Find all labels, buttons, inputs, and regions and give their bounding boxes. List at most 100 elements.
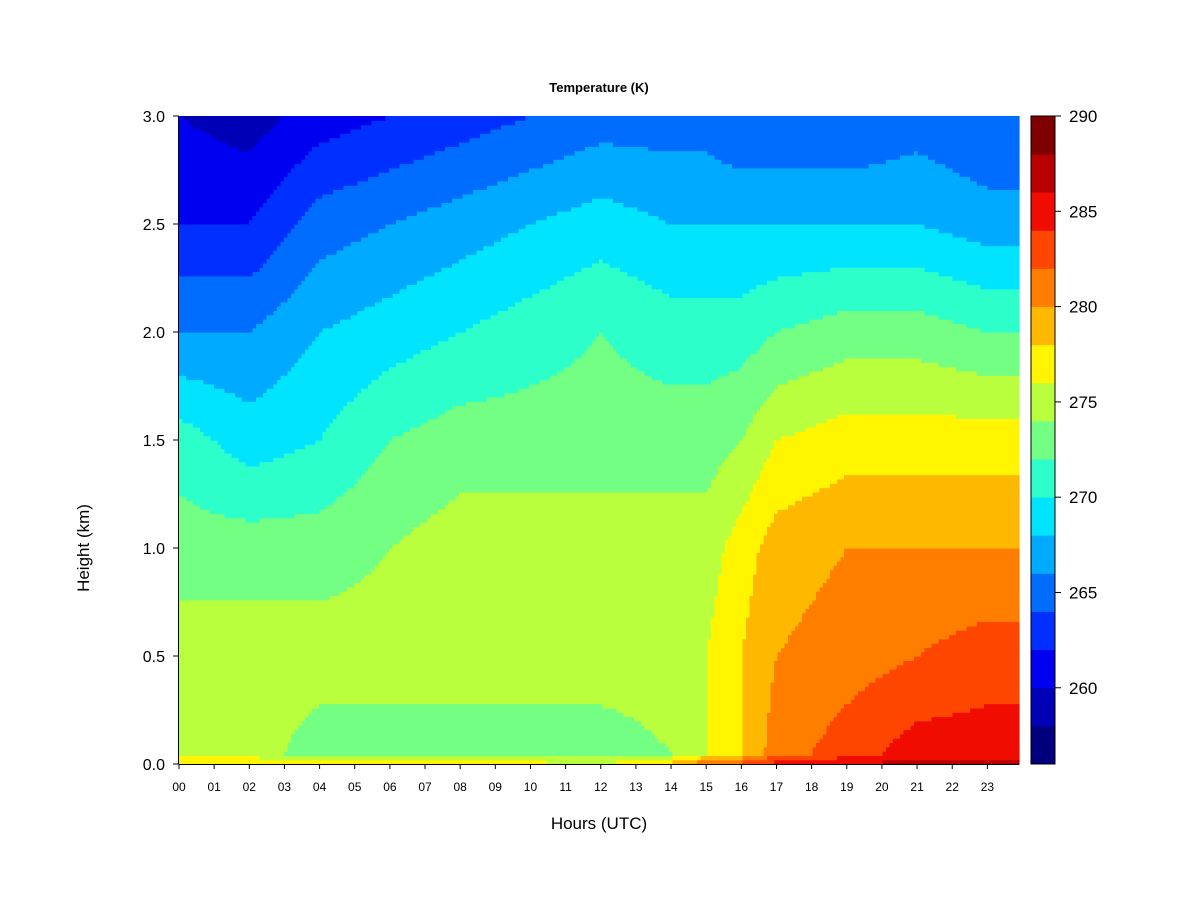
heatmap-cell (253, 539, 257, 544)
heatmap-cell (211, 189, 215, 194)
heatmap-cell (274, 354, 278, 359)
heatmap-cell (249, 220, 253, 225)
heatmap-cell (207, 267, 211, 272)
heatmap-cell (207, 531, 211, 536)
heatmap-cell (242, 760, 246, 765)
heatmap-cell (179, 164, 183, 169)
heatmap-cell (179, 375, 183, 380)
heatmap-cell (242, 505, 246, 510)
heatmap-cell (193, 444, 197, 449)
heatmap-cell (277, 673, 281, 678)
heatmap-cell (179, 392, 183, 397)
heatmap-cell (256, 686, 260, 691)
heatmap-cell (193, 418, 197, 423)
heatmap-cell (225, 496, 229, 501)
heatmap-cell (200, 267, 204, 272)
heatmap-cell (242, 669, 246, 674)
heatmap-cell (267, 596, 271, 601)
heatmap-cell (232, 211, 236, 216)
heatmap-cell (204, 341, 208, 346)
heatmap-cell (204, 509, 208, 514)
heatmap-cell (193, 596, 197, 601)
heatmap-cell (179, 639, 183, 644)
heatmap-cell (214, 725, 218, 730)
heatmap-cell (211, 483, 215, 488)
heatmap-cell (228, 349, 232, 354)
heatmap-cell (228, 341, 232, 346)
heatmap-cell (242, 660, 246, 665)
heatmap-cell (232, 496, 236, 501)
heatmap-cell (267, 583, 271, 588)
heatmap-cell (207, 293, 211, 298)
heatmap-cell (193, 621, 197, 626)
heatmap-cell (232, 246, 236, 251)
heatmap-cell (263, 125, 267, 130)
heatmap-cell (190, 215, 194, 220)
heatmap-cell (256, 699, 260, 704)
heatmap-cell (263, 738, 267, 743)
heatmap-cell (186, 358, 190, 363)
heatmap-cell (256, 423, 260, 428)
heatmap-cell (190, 647, 194, 652)
heatmap-cell (211, 129, 215, 134)
heatmap-cell (200, 665, 204, 670)
heatmap-cell (190, 120, 194, 125)
heatmap-cell (242, 362, 246, 367)
heatmap-cell (197, 172, 201, 177)
heatmap-cell (214, 306, 218, 311)
heatmap-cell (197, 686, 201, 691)
heatmap-cell (246, 565, 250, 570)
heatmap-cell (249, 695, 253, 700)
heatmap-cell (249, 500, 253, 505)
heatmap-cell (221, 172, 225, 177)
heatmap-cell (260, 682, 264, 687)
heatmap-cell (197, 608, 201, 613)
heatmap-cell (263, 678, 267, 683)
heatmap-cell (179, 643, 183, 648)
heatmap-cell (207, 557, 211, 562)
heatmap-cell (274, 397, 278, 402)
heatmap-cell (246, 375, 250, 380)
heatmap-cell (221, 647, 225, 652)
heatmap-cell (270, 315, 274, 320)
heatmap-cell (249, 146, 253, 151)
heatmap-cell (225, 228, 229, 233)
heatmap-cell (256, 155, 260, 160)
heatmap-cell (228, 652, 232, 657)
heatmap-cell (260, 371, 264, 376)
heatmap-cell (246, 427, 250, 432)
heatmap-cell (239, 189, 243, 194)
heatmap-cell (270, 673, 274, 678)
heatmap-cell (242, 297, 246, 302)
heatmap-cell (183, 531, 187, 536)
heatmap-cell (218, 410, 222, 415)
heatmap-cell (253, 164, 257, 169)
heatmap-cell (186, 345, 190, 350)
heatmap-cell (267, 189, 271, 194)
heatmap-cell (204, 410, 208, 415)
heatmap-cell (256, 587, 260, 592)
heatmap-cell (235, 552, 239, 557)
heatmap-cell (249, 457, 253, 462)
heatmap-cell (249, 185, 253, 190)
heatmap-cell (239, 462, 243, 467)
heatmap-cell (274, 725, 278, 730)
heatmap-cell (260, 427, 264, 432)
heatmap-cell (218, 583, 222, 588)
heatmap-cell (179, 315, 183, 320)
heatmap-cell (242, 526, 246, 531)
heatmap-cell (211, 332, 215, 337)
heatmap-cell (183, 237, 187, 242)
heatmap-cell (270, 306, 274, 311)
heatmap-cell (274, 630, 278, 635)
heatmap-cell (200, 172, 204, 177)
heatmap-cell (270, 475, 274, 480)
heatmap-cell (214, 673, 218, 678)
heatmap-cell (197, 475, 201, 480)
heatmap-cell (183, 436, 187, 441)
heatmap-cell (204, 371, 208, 376)
heatmap-cell (183, 626, 187, 631)
heatmap-cell (228, 263, 232, 268)
heatmap-cell (190, 682, 194, 687)
heatmap-cell (225, 470, 229, 475)
